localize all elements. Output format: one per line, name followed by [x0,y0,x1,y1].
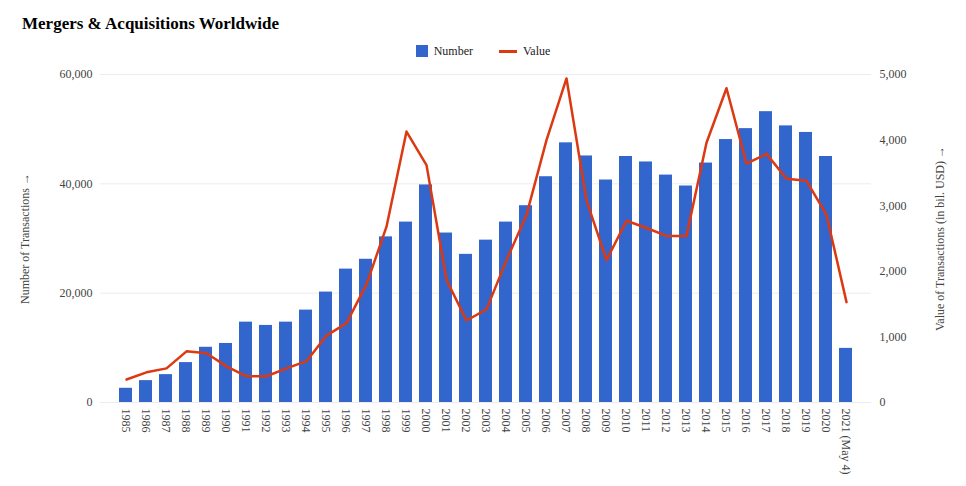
svg-text:2015: 2015 [719,409,733,433]
svg-text:40,000: 40,000 [60,177,93,191]
svg-text:1998: 1998 [379,409,393,433]
svg-text:2004: 2004 [499,409,513,433]
svg-text:2005: 2005 [519,409,533,433]
svg-text:2003: 2003 [479,409,493,433]
svg-text:2014: 2014 [699,409,713,433]
svg-text:3,000: 3,000 [880,199,907,213]
svg-text:Number of Transactions →: Number of Transactions → [18,173,32,304]
svg-text:2012: 2012 [659,409,673,433]
svg-text:1995: 1995 [319,409,333,433]
svg-text:1993: 1993 [279,409,293,433]
svg-text:1986: 1986 [139,409,153,433]
svg-text:2006: 2006 [539,409,553,433]
svg-text:1990: 1990 [219,409,233,433]
svg-text:1992: 1992 [259,409,273,433]
svg-text:2017: 2017 [759,409,773,433]
svg-text:1991: 1991 [239,409,253,433]
svg-text:0: 0 [87,395,93,409]
svg-text:1987: 1987 [159,409,173,433]
svg-text:1989: 1989 [199,409,213,433]
svg-text:60,000: 60,000 [60,67,93,81]
svg-text:1988: 1988 [179,409,193,433]
svg-text:2001: 2001 [439,409,453,433]
svg-text:2008: 2008 [579,409,593,433]
svg-text:2018: 2018 [779,409,793,433]
svg-text:2021 (May 4): 2021 (May 4) [839,409,853,475]
svg-text:1996: 1996 [339,409,353,433]
svg-text:2007: 2007 [559,409,573,433]
html-text:Mergers & Acquisitions Worldwi: Mergers & Acquisitions Worldwide [22,14,279,33]
html-text:Value: Value [523,43,551,58]
svg-text:1985: 1985 [119,409,133,433]
svg-text:2019: 2019 [799,409,813,433]
svg-text:1997: 1997 [359,409,373,433]
svg-text:4,000: 4,000 [880,133,907,147]
svg-text:20,000: 20,000 [60,286,93,300]
svg-text:2009: 2009 [599,409,613,433]
svg-text:2,000: 2,000 [880,264,907,278]
svg-text:2020: 2020 [819,409,833,433]
html-text:Number: Number [433,43,473,58]
svg-text:0: 0 [880,395,886,409]
svg-text:2010: 2010 [619,409,633,433]
svg-text:2016: 2016 [739,409,753,433]
svg-text:Value of Transactions (in bil.: Value of Transactions (in bil. USD) → [933,146,947,331]
svg-text:2002: 2002 [459,409,473,433]
svg-text:2011: 2011 [639,409,653,433]
svg-text:5,000: 5,000 [880,67,907,81]
svg-text:1,000: 1,000 [880,330,907,344]
svg-text:2000: 2000 [419,409,433,433]
svg-text:2013: 2013 [679,409,693,433]
svg-text:1994: 1994 [299,409,313,433]
svg-text:1999: 1999 [399,409,413,433]
